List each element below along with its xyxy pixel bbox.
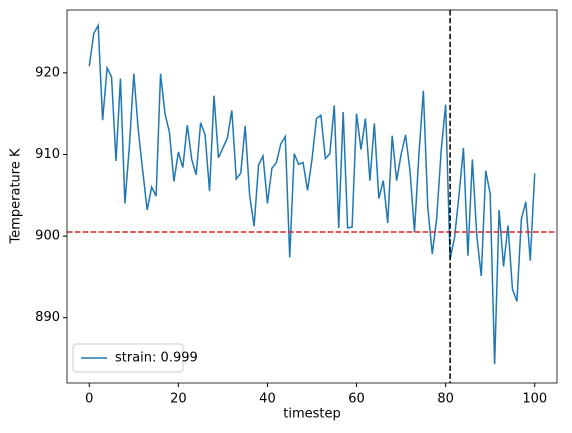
x-tick-label: 0 bbox=[85, 392, 93, 407]
legend-box bbox=[72, 343, 184, 373]
y-tick-label: 920 bbox=[35, 65, 60, 80]
x-tick-label: 20 bbox=[170, 392, 187, 407]
plot-frame bbox=[66, 9, 558, 384]
x-tick-label: 40 bbox=[259, 392, 276, 407]
legend-label: strain: 0.999 bbox=[115, 351, 198, 366]
y-tick-label: 890 bbox=[35, 310, 60, 325]
y-axis-label: Temperature K bbox=[9, 148, 24, 244]
line bbox=[88, 22, 536, 365]
y-tick-label: 900 bbox=[35, 229, 60, 244]
x-tick-label: 60 bbox=[348, 392, 365, 407]
x-tick-label: 100 bbox=[522, 392, 547, 407]
x-tick-label: 80 bbox=[437, 392, 454, 407]
x-axis-label: timestep bbox=[283, 407, 341, 422]
y-tick-label: 910 bbox=[35, 147, 60, 162]
